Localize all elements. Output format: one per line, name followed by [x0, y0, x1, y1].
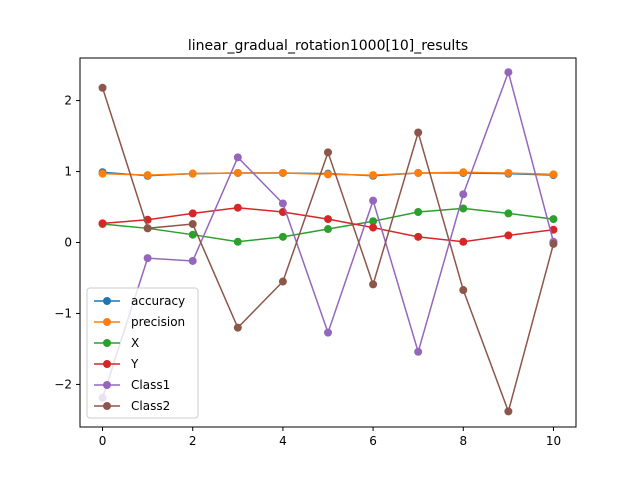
data-point [459, 237, 468, 246]
y-tick-label: 1 [64, 165, 72, 179]
data-point [143, 171, 152, 180]
legend-item: accuracy [94, 294, 185, 308]
data-point [324, 170, 332, 179]
data-point [459, 190, 468, 199]
data-point [188, 256, 197, 265]
data-point [414, 347, 423, 356]
data-point [549, 170, 558, 179]
data-point [549, 215, 558, 224]
data-point [188, 209, 197, 218]
data-point [504, 231, 513, 240]
data-point [233, 153, 242, 162]
data-point [324, 328, 332, 337]
data-point [369, 217, 378, 226]
legend-label: X [131, 336, 139, 350]
data-point [233, 203, 242, 212]
series-precision [98, 168, 558, 180]
data-point [369, 171, 378, 180]
x-tick-label: 2 [189, 434, 197, 448]
data-point [278, 199, 287, 208]
plot-frame [79, 57, 577, 428]
x-tick-label: 10 [546, 434, 561, 448]
data-point [414, 168, 423, 177]
legend-marker [103, 402, 111, 410]
y-tick-label: 2 [64, 94, 72, 108]
data-point [504, 168, 513, 177]
legend-item: X [94, 336, 139, 350]
data-point [414, 207, 423, 216]
legend-label: accuracy [131, 294, 185, 308]
x-tick-label: 0 [99, 434, 107, 448]
y-tick-label: −1 [54, 306, 72, 320]
y-tick-label: 0 [64, 236, 72, 250]
data-point [98, 83, 107, 92]
x-tick-label: 4 [279, 434, 287, 448]
x-tick-label: 6 [369, 434, 377, 448]
data-point [459, 286, 468, 295]
x-tick-label: 8 [459, 434, 467, 448]
data-point [414, 232, 423, 241]
legend: accuracy precision XY Class1 Class2 [86, 287, 199, 419]
data-point [98, 219, 107, 228]
data-point [369, 280, 378, 289]
legend-item: Class2 [94, 399, 170, 413]
data-point [459, 168, 468, 177]
legend-marker [103, 318, 111, 326]
data-point [504, 407, 513, 416]
legend-label: Class2 [131, 399, 170, 413]
data-point [324, 148, 332, 157]
data-point [143, 254, 152, 263]
data-point [278, 232, 287, 241]
legend-marker [103, 360, 111, 368]
axis-ticks: 0 2 4 6 8 10 −2 −1 0 1 2 [54, 94, 561, 448]
legend-marker [103, 381, 111, 389]
data-point [369, 196, 378, 205]
data-point [188, 230, 197, 239]
data-point [549, 239, 558, 248]
legend-label: precision [131, 315, 185, 329]
legend-label: Class1 [131, 378, 170, 392]
legend-marker [103, 339, 111, 347]
data-point [278, 168, 287, 177]
data-point [414, 128, 423, 137]
data-point [504, 68, 513, 77]
data-point [188, 169, 197, 178]
legend-item: precision [94, 315, 185, 329]
data-point [233, 323, 242, 332]
data-point [324, 215, 332, 224]
series-class2 [98, 83, 558, 416]
data-point [143, 224, 152, 233]
legend-item: Y [94, 357, 139, 371]
legend-item: Class1 [94, 378, 170, 392]
data-point [98, 169, 107, 178]
plot-series [98, 68, 558, 416]
y-tick-label: −2 [54, 377, 72, 391]
data-point [324, 225, 332, 234]
data-point [233, 168, 242, 177]
data-point [188, 220, 197, 229]
legend-label: Y [130, 357, 139, 371]
data-point [459, 204, 468, 213]
legend-marker [103, 297, 111, 305]
data-point [233, 237, 242, 246]
data-point [369, 223, 378, 232]
chart-title: linear_gradual_rotation1000[10]_results [188, 38, 468, 54]
data-point [504, 209, 513, 218]
data-point [278, 277, 287, 286]
